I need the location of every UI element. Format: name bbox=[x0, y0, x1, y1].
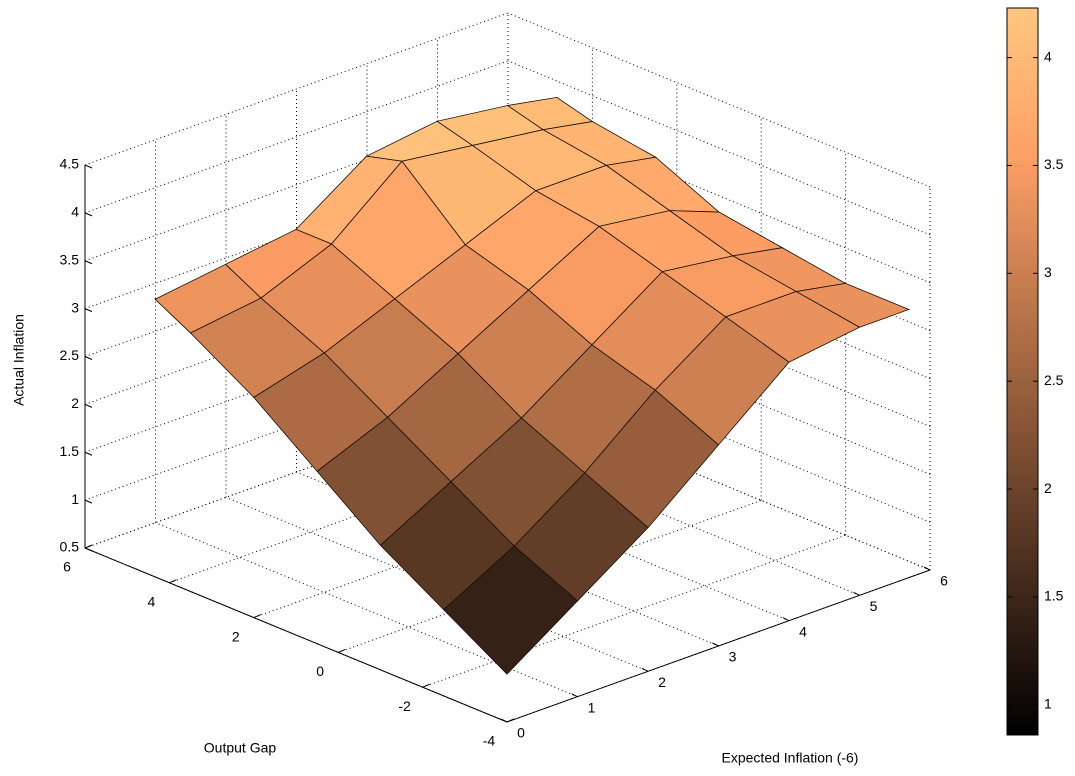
y-tick-label: 0 bbox=[316, 663, 324, 679]
tick-mark bbox=[422, 683, 430, 688]
surface bbox=[154, 96, 910, 675]
grid-line bbox=[84, 12, 509, 166]
tick-mark bbox=[338, 648, 346, 653]
tick-mark bbox=[84, 547, 93, 552]
x-tick-label: 3 bbox=[729, 649, 737, 665]
grid-line bbox=[84, 108, 509, 262]
tick-mark bbox=[506, 718, 515, 723]
tick-mark bbox=[84, 260, 93, 265]
tick-mark bbox=[84, 164, 93, 169]
grid-line bbox=[84, 60, 509, 214]
grid-line bbox=[422, 534, 846, 688]
y-tick-label: -2 bbox=[398, 698, 411, 714]
colorbar bbox=[1006, 7, 1039, 736]
tick-mark bbox=[712, 642, 719, 647]
z-tick-label: 0.5 bbox=[60, 539, 80, 555]
x-tick-label: 6 bbox=[940, 573, 948, 589]
y-tick-label: -4 bbox=[483, 733, 496, 749]
colorbar-tick-label: 1.5 bbox=[1044, 588, 1064, 604]
x-tick-label: 1 bbox=[588, 699, 596, 715]
y-axis-label: Output Gap bbox=[204, 740, 277, 756]
colorbar-tick-label: 2 bbox=[1044, 480, 1052, 496]
grid-line bbox=[84, 395, 509, 549]
z-axis-label: Actual Inflation bbox=[11, 314, 27, 406]
z-tick-label: 1 bbox=[71, 491, 79, 507]
z-tick-label: 3 bbox=[71, 299, 79, 315]
tick-mark bbox=[84, 544, 93, 549]
tick-mark bbox=[853, 591, 860, 596]
colorbar-tick-label: 1 bbox=[1044, 696, 1052, 712]
colorbar-tick-label: 3 bbox=[1044, 264, 1052, 280]
tick-mark bbox=[641, 667, 649, 672]
colorbar-tick-label: 3.5 bbox=[1044, 156, 1064, 172]
surface-patch bbox=[443, 545, 579, 675]
grid-line bbox=[507, 60, 931, 236]
colorbar-tick-label: 2.5 bbox=[1044, 372, 1064, 388]
x-axis-label: Expected Inflation (-6) bbox=[722, 750, 859, 766]
z-tick-label: 4.5 bbox=[60, 156, 80, 172]
grid-line bbox=[507, 12, 931, 188]
tick-mark bbox=[84, 451, 93, 456]
colorbar-tick-label: 4 bbox=[1044, 48, 1052, 64]
z-tick-label: 4 bbox=[71, 204, 79, 220]
x-tick-label: 2 bbox=[658, 674, 666, 690]
z-tick-label: 3.5 bbox=[60, 251, 80, 267]
axes: 0 1 2 3 4 5 6 -4 -2 0 2 4 6 0.5 1 1.5 2 2.5 3 3.5 4 4.5 bbox=[60, 156, 949, 749]
y-tick-label: 2 bbox=[232, 628, 240, 644]
tick-mark bbox=[500, 718, 508, 723]
tick-mark bbox=[782, 617, 790, 622]
y-tick-label: 6 bbox=[63, 559, 71, 575]
x-tick-label: 4 bbox=[799, 623, 807, 639]
tick-mark bbox=[84, 356, 93, 360]
z-tick-label: 1.5 bbox=[60, 443, 80, 459]
tick-mark bbox=[923, 566, 931, 571]
tick-mark bbox=[84, 403, 93, 408]
z-tick-label: 2.5 bbox=[60, 347, 80, 363]
z-tick-label: 2 bbox=[71, 395, 79, 411]
tick-mark bbox=[84, 499, 93, 504]
y-tick-label: 4 bbox=[148, 594, 156, 610]
axis-line bbox=[84, 547, 508, 723]
x-tick-label: 5 bbox=[870, 598, 878, 614]
tick-mark bbox=[84, 308, 93, 313]
tick-mark bbox=[253, 614, 261, 619]
x-tick-label: 0 bbox=[517, 725, 525, 741]
tick-mark bbox=[84, 212, 93, 217]
tick-mark bbox=[169, 579, 177, 584]
tick-mark bbox=[571, 693, 578, 698]
